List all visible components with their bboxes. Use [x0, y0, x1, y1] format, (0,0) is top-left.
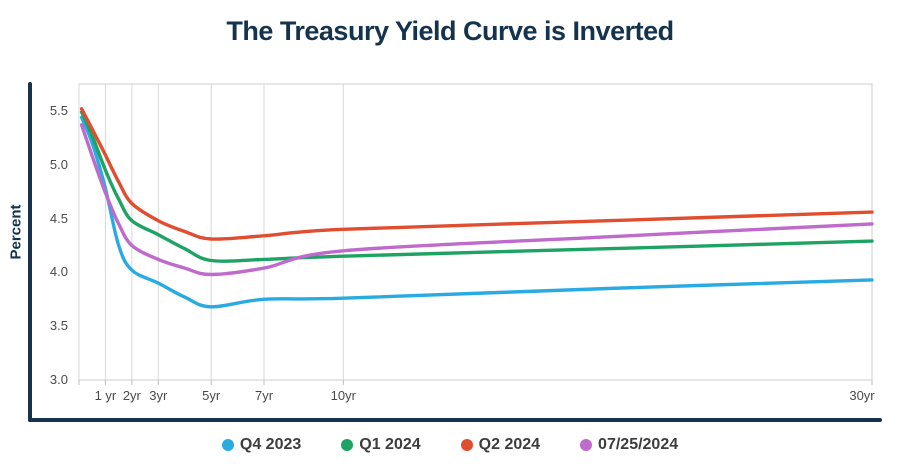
legend-label: 07/25/2024 — [598, 436, 679, 453]
x-tick-label: 30yr — [849, 388, 875, 403]
y-tick-label: 3.5 — [49, 318, 68, 334]
x-axis-line — [28, 418, 882, 422]
y-tick-label: 5.0 — [49, 156, 68, 172]
series-color-dot — [341, 439, 354, 451]
legend-label: Q1 2024 — [359, 436, 421, 453]
series-color-dot — [221, 439, 234, 451]
series-color-dot — [580, 439, 593, 451]
legend-item: Q4 2023 — [221, 436, 302, 454]
chart-title: The Treasury Yield Curve is Inverted — [226, 16, 674, 46]
series-color-dot — [460, 439, 473, 451]
y-tick-label: 4.5 — [49, 210, 68, 226]
x-tick-label: 5yr — [202, 388, 221, 403]
y-axis-line — [28, 82, 32, 422]
legend-label: Q2 2024 — [478, 436, 541, 453]
x-tick-label: 2yr — [122, 388, 141, 403]
y-tick-label: 5.5 — [49, 102, 68, 118]
legend-item: Q2 2024 — [460, 436, 541, 454]
x-tick-label: 3yr — [149, 388, 168, 403]
legend-item: 07/25/2024 — [580, 436, 678, 454]
x-tick-label: 1 yr — [94, 388, 117, 403]
chart-legend: Q4 2023 Q1 2024 Q2 2024 07/25/2024 — [0, 436, 900, 454]
x-tick-label: 10yr — [330, 388, 356, 403]
x-tick-label: 7yr — [255, 388, 274, 403]
y-tick-label: 4.0 — [49, 264, 68, 280]
legend-item: Q1 2024 — [341, 436, 421, 454]
legend-label: Q4 2023 — [239, 436, 302, 453]
y-tick-label: 3.0 — [49, 372, 68, 387]
